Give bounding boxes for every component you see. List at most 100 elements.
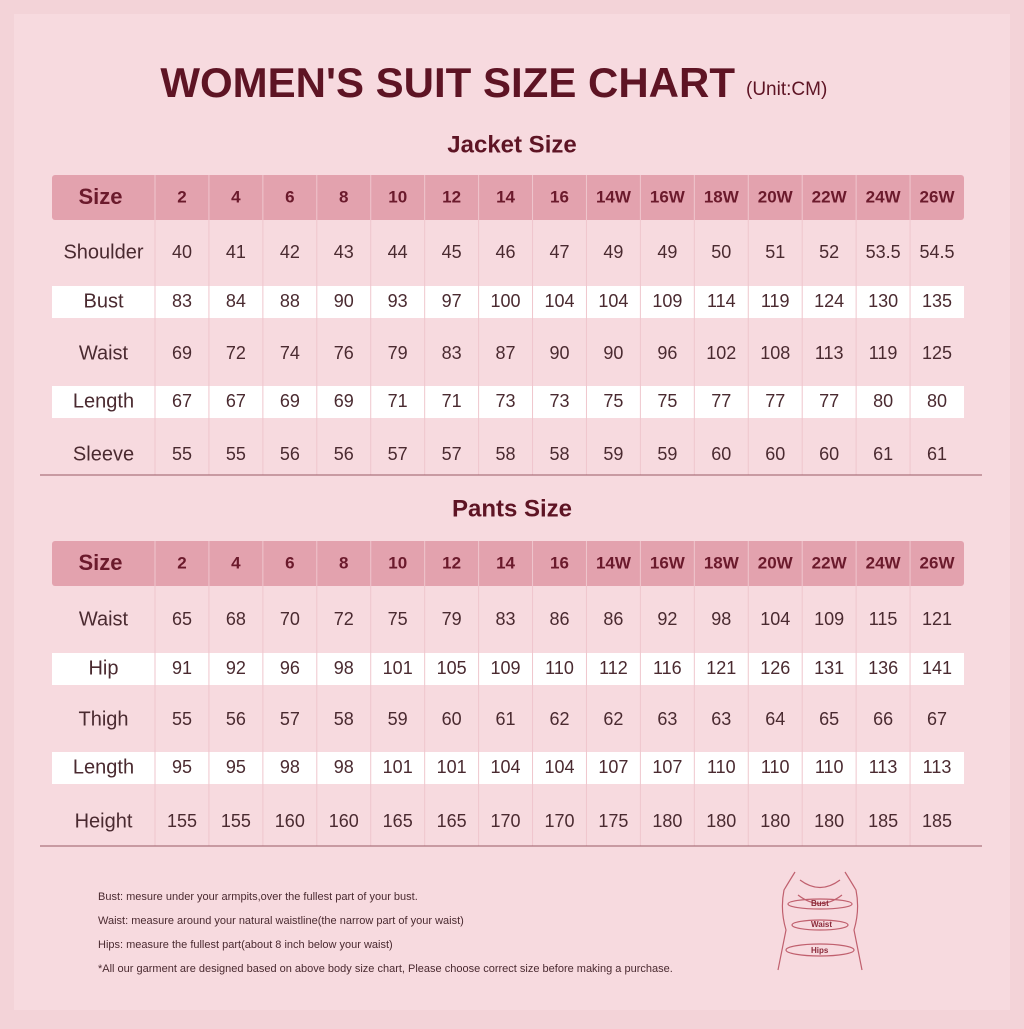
cell: 57	[280, 709, 300, 729]
cell: 73	[549, 391, 569, 411]
cell: 180	[652, 811, 682, 831]
size-label: 14W	[596, 553, 632, 572]
cell: 105	[437, 658, 467, 678]
size-label: 22W	[812, 187, 848, 206]
cell: 58	[334, 709, 354, 729]
cell: 43	[334, 242, 354, 262]
size-label: 16	[550, 187, 569, 206]
cell: 61	[496, 709, 516, 729]
cell: 165	[437, 811, 467, 831]
body-figure	[777, 871, 863, 971]
cell: 51	[765, 242, 785, 262]
cell: 72	[226, 343, 246, 363]
cell: 41	[226, 242, 246, 262]
cell: 112	[599, 658, 628, 678]
cell: 180	[814, 811, 844, 831]
cell: 69	[172, 343, 192, 363]
cell: 110	[761, 757, 790, 777]
size-label: 2	[177, 553, 186, 572]
cell: 49	[603, 242, 623, 262]
cell: 95	[226, 757, 246, 777]
cell: 55	[226, 444, 246, 464]
cell: 84	[226, 291, 246, 311]
cell: 160	[275, 811, 305, 831]
cell: 80	[873, 391, 893, 411]
cell: 109	[652, 291, 682, 311]
unit: (Unit:CM)	[746, 79, 827, 100]
cell: 87	[496, 343, 516, 363]
cell: 56	[280, 444, 300, 464]
cell: 180	[760, 811, 790, 831]
cell: 63	[657, 709, 677, 729]
size-label: 12	[442, 553, 461, 572]
cell: 92	[226, 658, 246, 678]
cell: 96	[280, 658, 300, 678]
cell: 56	[334, 444, 354, 464]
cell: 110	[815, 757, 844, 777]
cell: 83	[172, 291, 192, 311]
cell: 50	[711, 242, 731, 262]
note: Hips: measure the fullest part(about 8 i…	[98, 939, 393, 951]
cell: 126	[760, 658, 790, 678]
size-label: 6	[285, 187, 294, 206]
cell: 110	[707, 757, 736, 777]
cell: 70	[280, 609, 300, 629]
cell: 98	[334, 658, 354, 678]
cell: 175	[598, 811, 628, 831]
body-outline	[777, 871, 863, 971]
cell: 63	[711, 709, 731, 729]
cell: 75	[657, 391, 677, 411]
cell: 83	[442, 343, 462, 363]
figure-label: Bust	[811, 899, 829, 908]
cell: 107	[652, 757, 682, 777]
size-label: 10	[388, 187, 407, 206]
cell: 60	[442, 709, 462, 729]
cell: 61	[873, 444, 893, 464]
cell: 57	[388, 444, 408, 464]
header-row	[52, 541, 964, 586]
row-label: Bust	[83, 290, 123, 312]
section-title: Jacket Size	[447, 131, 576, 158]
cell: 71	[442, 391, 462, 411]
cell: 62	[549, 709, 569, 729]
cell: 77	[711, 391, 731, 411]
row-label: Thigh	[78, 708, 128, 730]
cell: 46	[496, 242, 516, 262]
cell: 58	[496, 444, 516, 464]
cell: 67	[927, 709, 947, 729]
cell: 72	[334, 609, 354, 629]
cell: 88	[280, 291, 300, 311]
size-label: 8	[339, 187, 348, 206]
cell: 54.5	[920, 242, 955, 262]
cell: 124	[814, 291, 844, 311]
cell: 60	[765, 444, 785, 464]
row-label: Waist	[79, 608, 129, 630]
note: *All our garment are designed based on a…	[98, 963, 673, 975]
cell: 53.5	[866, 242, 901, 262]
size-label: 10	[388, 553, 407, 572]
cell: 55	[172, 444, 192, 464]
cell: 113	[923, 757, 952, 777]
cell: 98	[711, 609, 731, 629]
cell: 116	[653, 658, 682, 678]
cell: 170	[544, 811, 574, 831]
cell: 71	[388, 391, 408, 411]
size-label: 26W	[920, 187, 956, 206]
cell: 86	[603, 609, 623, 629]
note: Waist: measure around your natural waist…	[98, 915, 464, 927]
cell: 98	[280, 757, 300, 777]
cell: 67	[172, 391, 192, 411]
cell: 55	[172, 709, 192, 729]
cell: 110	[545, 658, 574, 678]
row-band	[52, 286, 964, 318]
cell: 58	[549, 444, 569, 464]
cell: 86	[549, 609, 569, 629]
cell: 77	[765, 391, 785, 411]
cell: 101	[383, 658, 413, 678]
cell: 125	[922, 343, 952, 363]
cell: 104	[544, 291, 574, 311]
cell: 65	[819, 709, 839, 729]
cell: 113	[869, 757, 898, 777]
cell: 141	[922, 658, 952, 678]
